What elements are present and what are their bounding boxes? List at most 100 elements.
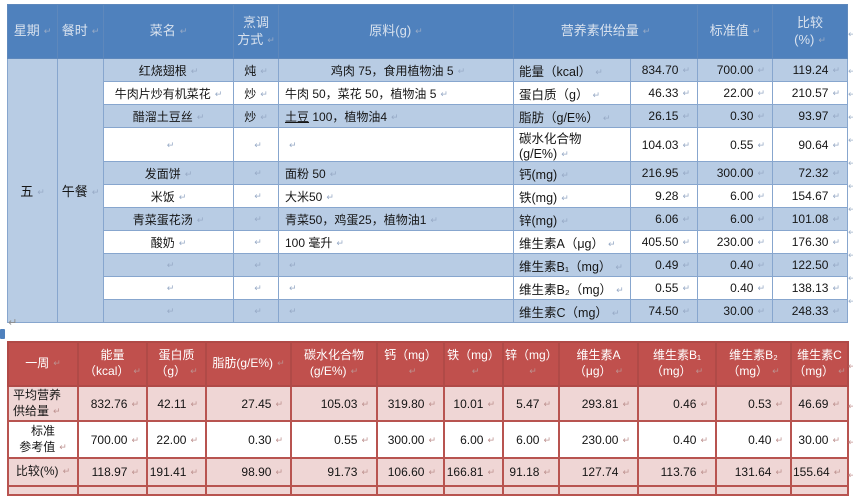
comparison-value-cell[interactable]: 138.13 [772,276,848,300]
summary-value-cell[interactable]: 42.11 [146,384,207,423]
supply-value-cell[interactable]: 0.49 [630,253,698,277]
empty-cell[interactable] [146,485,207,497]
standard-value-cell[interactable]: 230.00 [697,230,773,254]
comparison-value-cell[interactable]: 248.33 [772,299,848,323]
empty-cell[interactable] [715,485,792,497]
summary-value-cell[interactable]: 155.64 [790,457,849,488]
standard-value-cell[interactable]: 30.00 [697,299,773,323]
nutrient-name-cell[interactable]: 碳水化合物(g/E%) [513,127,631,162]
dish-cell[interactable] [103,253,234,277]
empty-cell[interactable] [502,485,560,497]
summary-value-cell[interactable]: 10.01 [443,384,504,423]
summary-value-cell[interactable]: 166.81 [443,457,504,488]
comparison-value-cell[interactable]: 90.64 [772,127,848,162]
cooking-method-cell[interactable] [233,127,279,162]
supply-value-cell[interactable]: 6.06 [630,207,698,231]
summary-value-cell[interactable]: 27.45 [205,384,292,423]
nutrient-name-cell[interactable]: 维生素C（mg） [513,299,631,323]
ingredients-cell[interactable]: 面粉 50 [278,161,514,185]
ingredients-cell[interactable]: 青菜50，鸡蛋25，植物油1 [278,207,514,231]
header-ingredients[interactable]: 原料(g) [278,4,514,59]
supply-value-cell[interactable]: 74.50 [630,299,698,323]
cooking-method-cell[interactable] [233,184,279,208]
cooking-method-cell[interactable] [233,253,279,277]
comparison-value-cell[interactable]: 101.08 [772,207,848,231]
standard-value-cell[interactable]: 6.00 [697,207,773,231]
comparison-value-cell[interactable]: 93.97 [772,104,848,128]
ingredients-cell[interactable] [278,299,514,323]
summary-column-protein[interactable]: 蛋白质 （g） [146,341,207,387]
ingredients-cell[interactable]: 100 毫升 [278,230,514,254]
summary-row-label[interactable]: 平均营养 供给量 [7,384,79,423]
nutrient-name-cell[interactable]: 锌(mg) [513,207,631,231]
standard-value-cell[interactable]: 6.00 [697,184,773,208]
summary-value-cell[interactable]: 832.76 [77,384,148,423]
supply-value-cell[interactable]: 26.15 [630,104,698,128]
summary-value-cell[interactable]: 91.73 [290,457,378,488]
ingredients-cell[interactable] [278,253,514,277]
summary-column-vitamin-b2[interactable]: 维生素B₂ （mg） [715,341,792,387]
supply-value-cell[interactable]: 405.50 [630,230,698,254]
header-standard-value[interactable]: 标准值 [697,4,773,59]
summary-column-carbohydrate[interactable]: 碳水化合物 (g/E%) [290,341,378,387]
summary-value-cell[interactable]: 5.47 [502,384,560,423]
summary-value-cell[interactable]: 230.00 [558,420,639,460]
standard-value-cell[interactable]: 0.40 [697,253,773,277]
summary-row-label[interactable]: 比较(%) [7,457,79,488]
summary-corner-cell[interactable]: 一周 [7,341,79,387]
summary-column-vitamin-a[interactable]: 维生素A （μg） [558,341,639,387]
cooking-method-cell[interactable] [233,230,279,254]
header-dish[interactable]: 菜名 [103,4,234,59]
empty-cell[interactable] [637,485,717,497]
meal-cell[interactable]: 午餐 [57,58,104,323]
day-cell[interactable]: 五 [7,58,58,323]
cooking-method-cell[interactable] [233,207,279,231]
supply-value-cell[interactable]: 834.70 [630,58,698,82]
comparison-value-cell[interactable]: 210.57 [772,81,848,105]
summary-column-iron[interactable]: 铁（mg） [443,341,504,387]
summary-value-cell[interactable]: 22.00 [146,420,207,460]
standard-value-cell[interactable]: 0.30 [697,104,773,128]
ingredients-cell[interactable]: 鸡肉 75，食用植物油 5 [278,58,514,82]
summary-value-cell[interactable]: 0.40 [637,420,717,460]
cooking-method-cell[interactable] [233,276,279,300]
standard-value-cell[interactable]: 0.55 [697,127,773,162]
summary-value-cell[interactable]: 0.40 [715,420,792,460]
nutrient-name-cell[interactable]: 维生素B₁（mg） [513,253,631,277]
standard-value-cell[interactable]: 0.40 [697,276,773,300]
summary-value-cell[interactable]: 191.41 [146,457,207,488]
summary-value-cell[interactable]: 46.69 [790,384,849,423]
ingredients-cell[interactable]: 大米50 [278,184,514,208]
comparison-value-cell[interactable]: 176.30 [772,230,848,254]
summary-value-cell[interactable]: 106.60 [376,457,445,488]
summary-column-calcium[interactable]: 钙（mg） [376,341,445,387]
nutrient-name-cell[interactable]: 维生素B₂（mg） [513,276,631,300]
summary-value-cell[interactable]: 131.64 [715,457,792,488]
nutrient-name-cell[interactable]: 脂肪（g/E%） [513,104,631,128]
summary-value-cell[interactable]: 127.74 [558,457,639,488]
comparison-value-cell[interactable]: 154.67 [772,184,848,208]
summary-column-fat[interactable]: 脂肪(g/E%) [205,341,292,387]
empty-cell[interactable] [558,485,639,497]
supply-value-cell[interactable]: 0.55 [630,276,698,300]
empty-cell[interactable] [290,485,378,497]
dish-cell[interactable]: 米饭 [103,184,234,208]
summary-value-cell[interactable]: 30.00 [790,420,849,460]
summary-column-vitamin-b1[interactable]: 维生素B₁ （mg） [637,341,717,387]
cooking-method-cell[interactable]: 炒 [233,104,279,128]
comparison-value-cell[interactable]: 72.32 [772,161,848,185]
ingredients-cell[interactable] [278,276,514,300]
summary-value-cell[interactable]: 6.00 [443,420,504,460]
standard-value-cell[interactable]: 22.00 [697,81,773,105]
cooking-method-cell[interactable]: 炒 [233,81,279,105]
cooking-method-cell[interactable]: 炖 [233,58,279,82]
nutrient-name-cell[interactable]: 能量（kcal） [513,58,631,82]
empty-cell[interactable] [77,485,148,497]
ingredients-cell[interactable]: 土豆 100，植物油4 [278,104,514,128]
summary-column-vitamin-c[interactable]: 维生素C （mg） [790,341,849,387]
header-cooking-method[interactable]: 烹调 方式 [233,4,279,59]
dish-cell[interactable]: 红烧翅根 [103,58,234,82]
summary-value-cell[interactable]: 91.18 [502,457,560,488]
header-meal[interactable]: 餐时 [57,4,104,59]
